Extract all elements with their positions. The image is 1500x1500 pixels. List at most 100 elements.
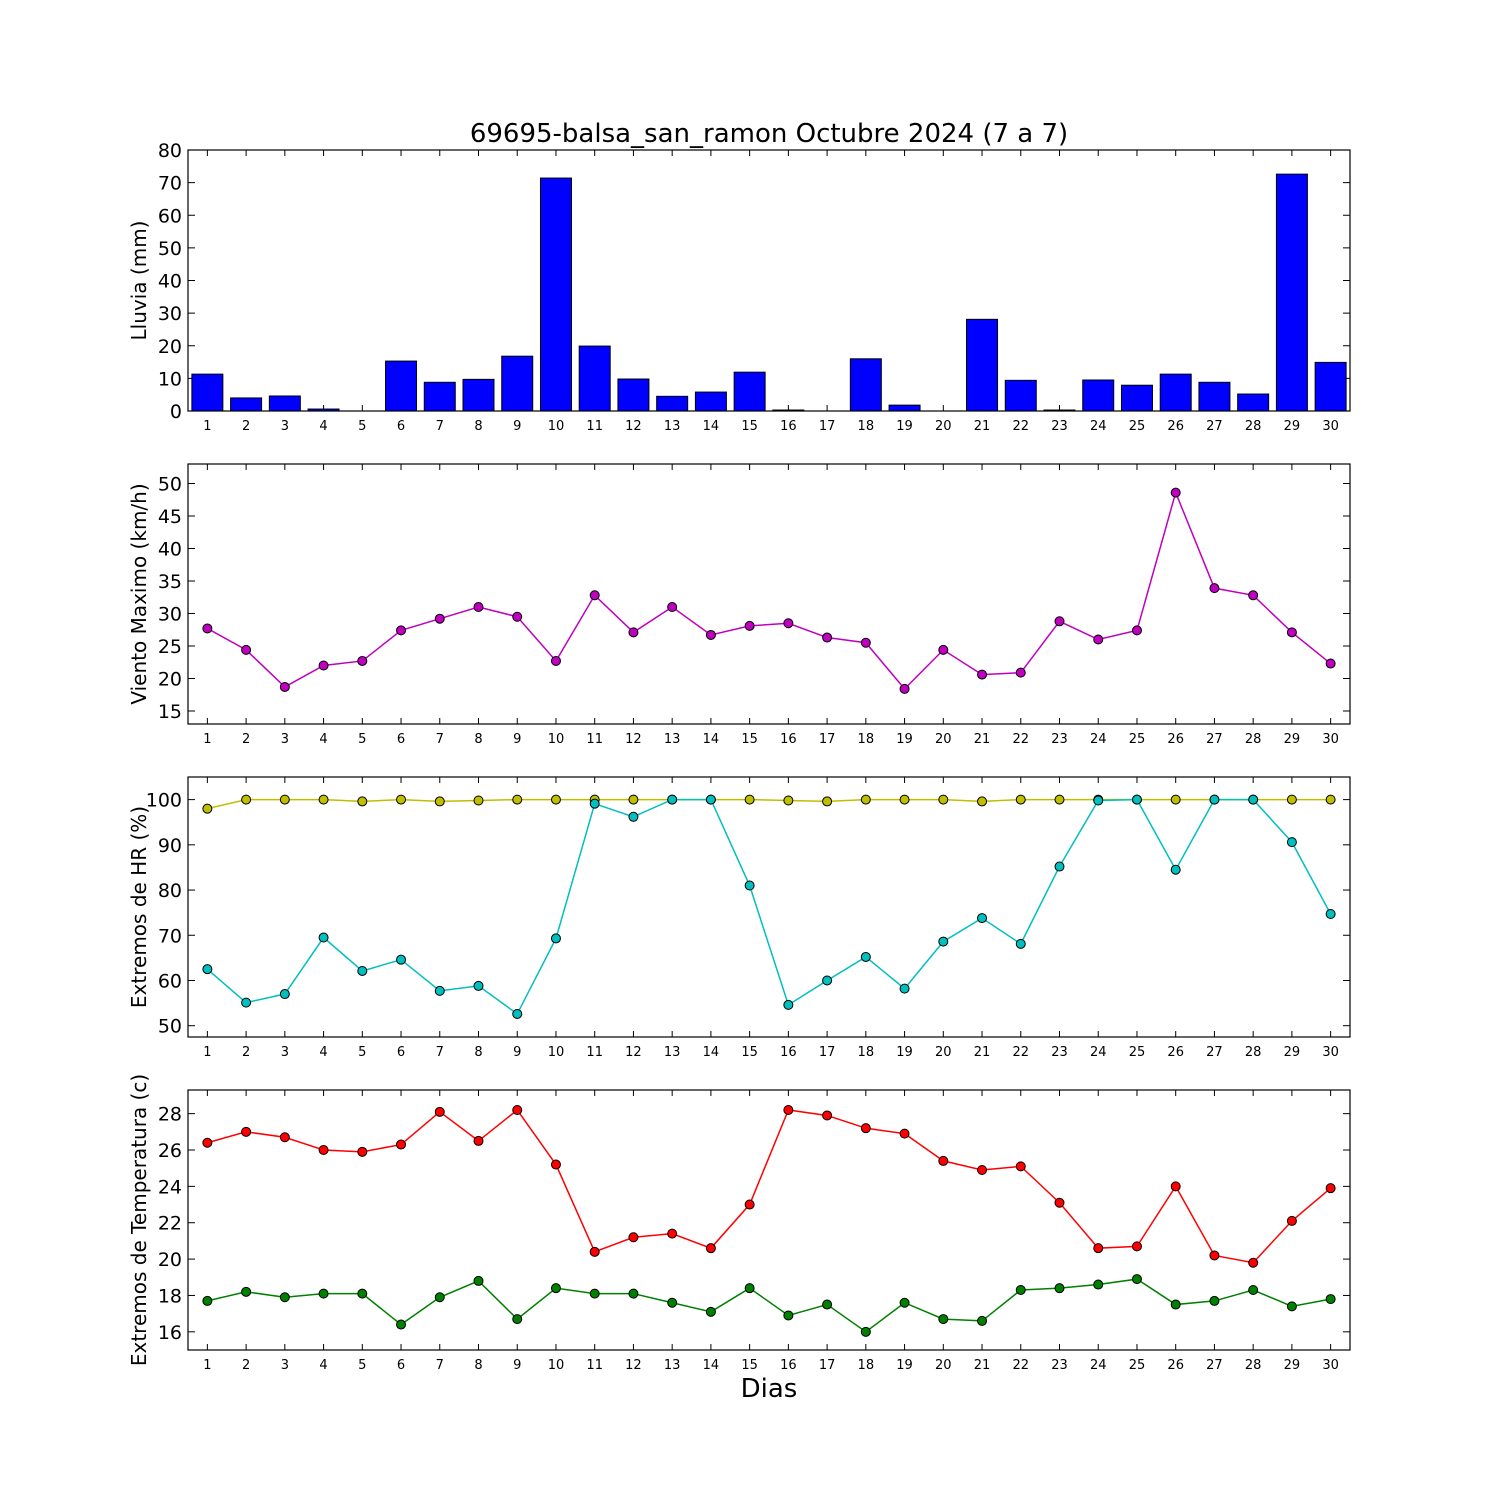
data-point-viento <box>396 625 407 636</box>
x-tick-label: 16 <box>780 732 797 747</box>
x-tick-label: 2 <box>242 1358 250 1373</box>
x-tick-label: 15 <box>741 732 758 747</box>
y-tick-label: 70 <box>158 173 182 195</box>
y-tick-label: 50 <box>158 238 182 260</box>
series-line-temp-min <box>207 1278 1331 1333</box>
series-line-viento <box>207 490 1332 691</box>
data-point-hr-max <box>1170 794 1181 805</box>
data-point-viento <box>822 632 833 643</box>
data-point-hr-max <box>396 794 407 805</box>
x-tick-label: 10 <box>548 1045 565 1060</box>
data-point-hr-max <box>202 803 213 814</box>
x-tick-label: 27 <box>1206 1045 1223 1060</box>
x-tick-label: 19 <box>896 1045 913 1060</box>
bar <box>1198 381 1231 412</box>
data-point-temp-max <box>550 1159 561 1170</box>
x-tick-label: 16 <box>780 1358 797 1373</box>
bar <box>1275 173 1308 412</box>
data-point-viento <box>357 655 368 666</box>
data-point-hr-min <box>822 975 833 986</box>
y-tick-label: 80 <box>158 880 182 902</box>
data-point-temp-min <box>822 1299 833 1310</box>
bar <box>462 378 495 412</box>
y-tick-label: 35 <box>158 571 182 593</box>
data-point-temp-max <box>1248 1257 1259 1268</box>
x-tick-label: 29 <box>1284 732 1301 747</box>
bar <box>656 395 689 412</box>
y-tick-label: 45 <box>158 506 182 528</box>
x-tick-label: 22 <box>1012 1045 1029 1060</box>
data-point-temp-min <box>357 1288 368 1299</box>
x-tick-label: 18 <box>858 732 875 747</box>
y-tick-label: 24 <box>158 1176 182 1198</box>
x-tick-label: 17 <box>819 419 836 434</box>
x-tick-label: 8 <box>474 732 482 747</box>
x-tick-label: 28 <box>1245 1358 1262 1373</box>
data-point-hr-min <box>434 985 445 996</box>
y-tick-label: 25 <box>158 636 182 658</box>
x-tick-label: 20 <box>935 1358 952 1373</box>
data-point-temp-min <box>1248 1285 1259 1295</box>
x-tick-label: 8 <box>474 419 482 434</box>
data-point-temp-min <box>938 1314 949 1325</box>
data-point-hr-min <box>589 798 600 809</box>
x-tick-label: 28 <box>1245 419 1262 434</box>
x-tick-label: 26 <box>1167 419 1184 434</box>
data-point-temp-max <box>241 1126 252 1137</box>
data-point-temp-max <box>938 1155 949 1166</box>
data-point-temp-min <box>550 1283 561 1294</box>
data-point-temp-min <box>667 1297 678 1308</box>
y-tick-label: 20 <box>158 336 182 358</box>
x-tick-label: 18 <box>858 1045 875 1060</box>
x-tick-label: 13 <box>664 1045 681 1060</box>
data-point-temp-max <box>1131 1241 1142 1252</box>
data-point-hr-max <box>860 794 871 805</box>
x-tick-label: 2 <box>242 732 250 747</box>
data-point-hr-min <box>938 936 949 947</box>
data-point-viento <box>512 611 523 622</box>
x-tick-label: 11 <box>586 732 603 747</box>
data-point-temp-max <box>1015 1161 1026 1172</box>
axes-frame <box>187 776 1351 1038</box>
x-tick-label: 30 <box>1322 732 1339 747</box>
x-tick-label: 4 <box>319 419 327 434</box>
x-tick-label: 12 <box>625 1358 642 1373</box>
data-point-temp-min <box>977 1315 988 1326</box>
data-point-temp-min <box>783 1310 794 1321</box>
bar <box>1004 379 1037 412</box>
bar <box>230 397 263 412</box>
data-point-hr-max <box>473 795 484 806</box>
data-point-hr-min <box>1170 864 1181 875</box>
data-point-viento <box>1015 667 1026 678</box>
x-tick-label: 9 <box>513 1358 521 1373</box>
data-point-temp-max <box>667 1228 678 1239</box>
data-point-temp-max <box>822 1110 833 1121</box>
y-tick-label: 28 <box>158 1104 182 1126</box>
x-tick-label: 21 <box>974 732 991 747</box>
data-point-hr-min <box>1209 794 1220 805</box>
data-point-viento <box>241 644 252 655</box>
data-point-hr-min <box>550 933 561 944</box>
x-tick-label: 30 <box>1322 419 1339 434</box>
x-tick-label: 10 <box>548 1358 565 1373</box>
x-tick-label: 12 <box>625 732 642 747</box>
data-point-temp-min <box>202 1295 213 1306</box>
x-tick-label: 19 <box>896 419 913 434</box>
x-tick-label: 12 <box>625 1045 642 1060</box>
data-point-temp-min <box>1054 1283 1065 1294</box>
x-tick-label: 15 <box>741 1358 758 1373</box>
data-point-temp-min <box>512 1314 523 1325</box>
data-point-temp-max <box>279 1132 290 1143</box>
data-point-hr-max <box>357 796 368 807</box>
y-tick-label: 60 <box>158 970 182 992</box>
data-point-viento <box>1170 487 1181 498</box>
x-tick-label: 5 <box>358 732 366 747</box>
data-point-hr-min <box>1054 861 1065 872</box>
data-point-viento <box>744 620 755 631</box>
data-point-temp-max <box>512 1105 523 1115</box>
data-point-temp-max <box>357 1146 368 1157</box>
data-point-viento <box>434 613 445 624</box>
x-tick-label: 23 <box>1051 1045 1068 1060</box>
x-tick-label: 17 <box>819 1045 836 1060</box>
x-tick-label: 18 <box>858 1358 875 1373</box>
